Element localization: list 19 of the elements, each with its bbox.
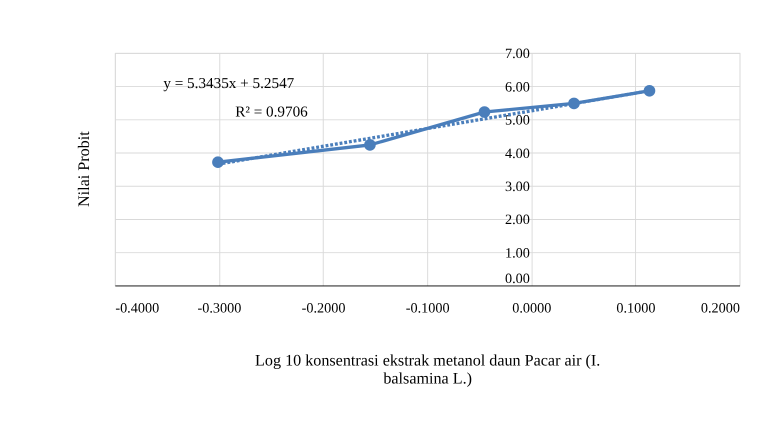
x-tick-label: 0.2000 (700, 300, 740, 317)
y-tick-label: 1.00 (504, 245, 530, 262)
y-tick-label: 7.00 (504, 46, 530, 62)
x-axis-title: Log 10 konsentrasi ekstrak metanol daun Pacar air (I. balsamina L.) (255, 352, 600, 388)
y-tick-label: 0.00 (504, 271, 530, 288)
annotation: R² = 0.9706 (235, 103, 308, 120)
y-tick-label: 3.00 (504, 179, 530, 196)
annotation: y = 5.3435x + 5.2547 (163, 75, 295, 92)
y-tick-label: 2.00 (504, 212, 530, 228)
y-tick-label: 6.00 (504, 79, 530, 96)
y-tick-label: 4.00 (504, 146, 530, 162)
x-tick-label: 0.0000 (512, 300, 552, 317)
x-tick-label: -0.2000 (302, 300, 346, 317)
x-tick-label: -0.1000 (406, 300, 450, 317)
y-axis-title: Nilai Probit (76, 130, 94, 208)
x-tick-label: -0.4000 (115, 300, 160, 317)
x-tick-label: 0.1000 (616, 300, 656, 317)
x-tick-label: -0.3000 (198, 300, 242, 317)
y-tick-label: 5.00 (504, 112, 530, 129)
